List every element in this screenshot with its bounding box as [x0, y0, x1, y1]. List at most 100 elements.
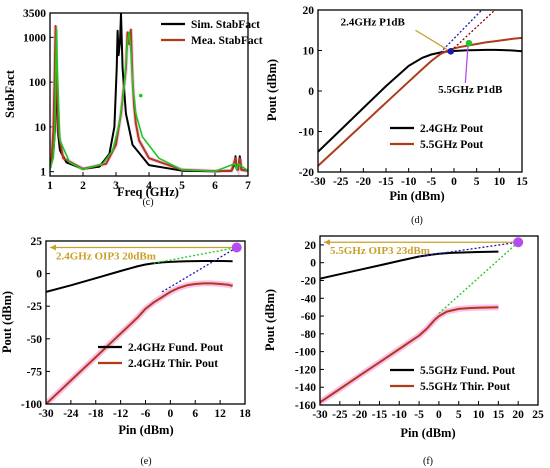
y-tick-label: -120 — [295, 364, 316, 376]
panel-label: (c) — [142, 197, 153, 208]
series-line — [46, 282, 233, 404]
legend-entry: Mea. StabFact — [191, 35, 263, 47]
x-tick-label: 5 — [456, 409, 462, 421]
x-tick-label: 10 — [473, 409, 485, 421]
x-tick-label: -25 — [332, 409, 348, 421]
y-tick-label: -75 — [27, 366, 43, 378]
x-tick-label: 12 — [214, 408, 226, 420]
y-tick-label: 10 — [35, 122, 47, 134]
x-tick-label: 6 — [212, 180, 218, 192]
y-tick-label: 20 — [305, 240, 317, 252]
oip3-arrowhead — [50, 244, 56, 251]
panel-label: (e) — [140, 456, 151, 467]
y-tick-label: -100 — [21, 399, 42, 411]
legend-entry: 2.4GHz Pout — [420, 123, 483, 135]
y-tick-label: -80 — [301, 329, 317, 341]
x-tick-label: 4 — [146, 180, 152, 192]
y-tick-label: -160 — [295, 400, 316, 412]
x-tick-label: 15 — [516, 176, 528, 188]
extrapolation-third — [438, 241, 519, 314]
x-tick-label: -5 — [427, 176, 437, 188]
x-tick-label: 3 — [113, 180, 119, 192]
legend-entry: Sim. StabFact — [191, 19, 260, 31]
x-tick-label: -15 — [372, 409, 388, 421]
x-tick-label: -24 — [63, 408, 79, 420]
x-tick-label: 1 — [47, 180, 53, 192]
x-tick-label: 20 — [512, 409, 524, 421]
p1db-marker — [465, 39, 473, 47]
annotation-arrow — [415, 29, 448, 50]
plot-data — [46, 246, 238, 404]
annotation-arrow — [464, 46, 469, 83]
legend-entry: 5.5GHz Thir. Pout — [420, 381, 510, 393]
extrapolation-third — [161, 246, 238, 293]
extrapolation-fund — [418, 241, 519, 258]
panel-label: (f) — [423, 456, 433, 467]
plot-frame — [45, 240, 246, 405]
x-tick-label: 0 — [436, 409, 442, 421]
oip3-arrowhead — [324, 239, 330, 246]
x-tick-label: -15 — [378, 176, 394, 188]
x-tick-label: -10 — [392, 409, 408, 421]
y-tick-label: 20 — [303, 5, 315, 17]
plot-data — [50, 13, 248, 176]
x-tick-label: -5 — [414, 409, 424, 421]
legend-entry: 2.4GHz Fund. Pout — [128, 342, 223, 354]
series-line — [320, 306, 499, 404]
panel-e: -30 -24 -18 -12 -6 0 6 12 18 -100 -75 -50 -25 0 25 2.4G… — [0, 236, 251, 467]
y-tick-label: 0 — [308, 86, 314, 98]
x-tick-label: 25 — [532, 409, 544, 421]
y-tick-label: 0 — [36, 269, 42, 281]
x-tick-label: 15 — [493, 409, 505, 421]
x-tick-label: 7 — [245, 180, 251, 192]
y-axis-label: Pout (dBm) — [263, 289, 277, 351]
y-tick-label: 1000 — [23, 32, 46, 44]
y-tick-label: -140 — [295, 382, 316, 394]
annotation-label: 2.4GHz OIP3 20dBm — [56, 251, 156, 263]
x-tick-label: -10 — [401, 176, 417, 188]
y-tick-label: 100 — [29, 77, 47, 89]
x-tick-label: 6 — [192, 408, 198, 420]
x-tick-label: 5 — [179, 180, 185, 192]
y-tick-label: -50 — [27, 334, 43, 346]
annotation-label: 5.5GHz P1dB — [438, 84, 503, 96]
x-tick-label: -30 — [312, 409, 328, 421]
x-tick-label: 0 — [451, 176, 457, 188]
oip3-marker — [513, 237, 524, 248]
x-tick-label: 10 — [494, 176, 506, 188]
y-tick-label: 0 — [310, 258, 316, 270]
y-axis-label: Pout (dBm) — [265, 59, 279, 121]
y-tick-label: 10 — [303, 46, 315, 58]
panel-f: -30 -25 -20 -15 -10 -5 0 5 10 15 20 25 -160 -140 -120 -… — [263, 235, 544, 467]
y-tick-label: 1 — [40, 167, 46, 179]
oip3-marker — [231, 242, 242, 253]
x-tick-label: -20 — [352, 409, 368, 421]
plot-data — [320, 241, 519, 405]
linear-extrapolation — [439, 10, 483, 53]
y-tick-label: -60 — [301, 311, 317, 323]
y-tick-label: 25 — [31, 236, 43, 248]
x-tick-label: -12 — [113, 408, 129, 420]
x-axis-label: Pin (dBm) — [389, 189, 444, 203]
x-tick-label: 5 — [474, 176, 480, 188]
y-tick-label: -100 — [295, 347, 316, 359]
legend-entry: 5.5GHz Fund. Pout — [420, 365, 515, 377]
panel-label: (d) — [411, 215, 423, 226]
series-line — [320, 250, 499, 280]
x-tick-label: -6 — [141, 408, 151, 420]
y-tick-label: -40 — [301, 293, 317, 305]
glow-band — [50, 25, 248, 176]
series-line — [46, 260, 233, 293]
legend-entry: 2.4GHz Thir. Pout — [128, 358, 218, 370]
p1db-marker — [447, 48, 455, 55]
x-tick-label: -25 — [333, 176, 349, 188]
y-axis-label: StabFact — [3, 69, 17, 118]
x-tick-label: 18 — [239, 408, 251, 420]
series-line — [50, 28, 248, 173]
y-tick-label: -25 — [27, 301, 43, 313]
plot-frame — [49, 12, 249, 177]
x-tick-label: -30 — [38, 408, 54, 420]
x-tick-label: -30 — [310, 176, 326, 188]
legend-entry: 5.5GHz Pout — [420, 139, 483, 151]
annotation-label: 2.4GHz P1dB — [341, 16, 406, 28]
